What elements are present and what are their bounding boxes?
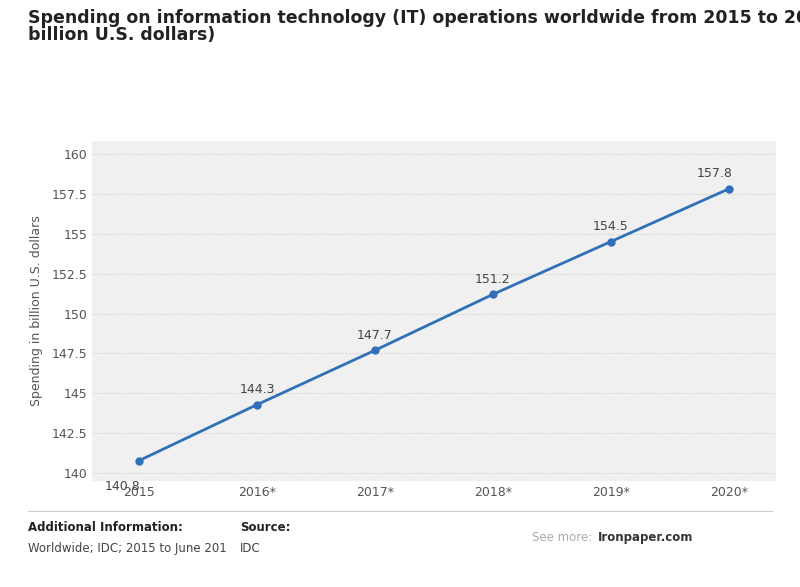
- Text: See more:: See more:: [532, 531, 596, 545]
- Text: Additional Information:: Additional Information:: [28, 521, 183, 534]
- Text: 157.8: 157.8: [697, 167, 733, 180]
- Text: IDC: IDC: [240, 542, 261, 555]
- Text: billion U.S. dollars): billion U.S. dollars): [28, 26, 215, 45]
- Text: Ironpaper.com: Ironpaper.com: [598, 531, 693, 545]
- Text: 144.3: 144.3: [239, 383, 275, 396]
- Text: Worldwide; IDC; 2015 to June 201: Worldwide; IDC; 2015 to June 201: [28, 542, 226, 555]
- Text: 154.5: 154.5: [593, 220, 629, 233]
- Text: 151.2: 151.2: [475, 273, 510, 286]
- Text: Spending on information technology (IT) operations worldwide from 2015 to 2020 (: Spending on information technology (IT) …: [28, 9, 800, 27]
- Text: Source:: Source:: [240, 521, 290, 534]
- Text: 147.7: 147.7: [357, 329, 393, 342]
- Y-axis label: Spending in billion U.S. dollars: Spending in billion U.S. dollars: [30, 216, 43, 406]
- Text: 140.8: 140.8: [105, 480, 140, 493]
